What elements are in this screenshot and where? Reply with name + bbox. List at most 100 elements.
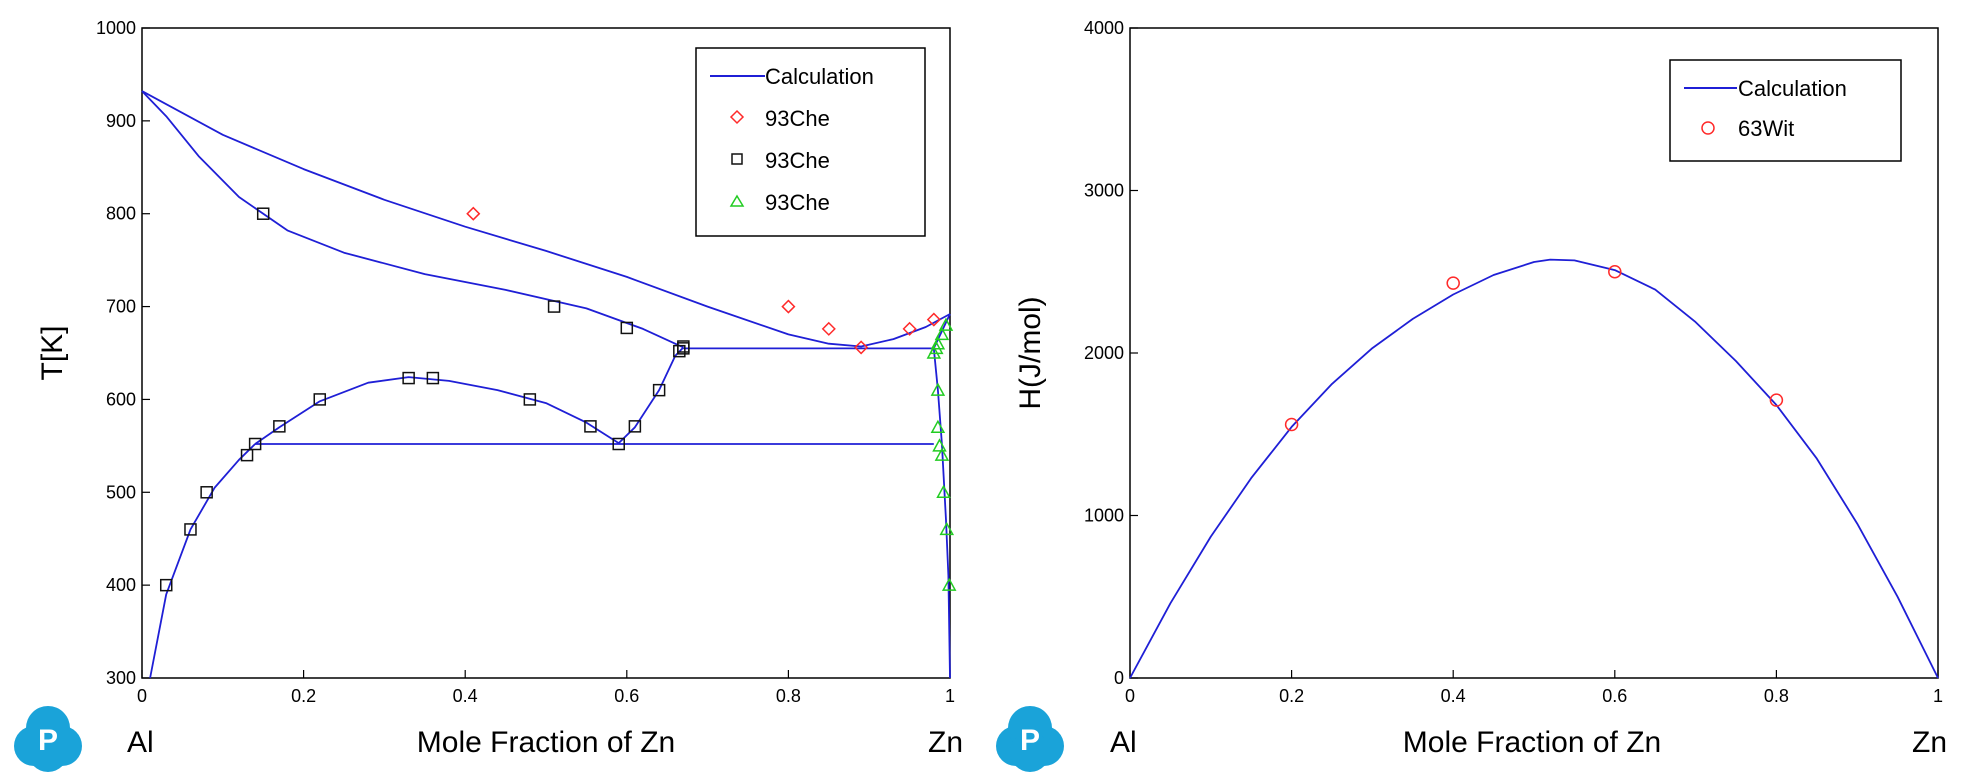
y-tick-label: 900 <box>106 111 136 131</box>
experimental-markers <box>159 206 957 592</box>
data-point-diamond <box>781 299 796 314</box>
data-point-square <box>426 371 440 385</box>
y-tick-label: 600 <box>106 389 136 409</box>
legend-triangle-swatch <box>729 194 745 207</box>
data-point-square <box>240 448 254 462</box>
data-point-square <box>677 340 690 353</box>
data-point-triangle <box>934 447 950 461</box>
data-point-diamond <box>821 321 836 336</box>
data-point-square <box>673 344 686 358</box>
data-point-triangle <box>941 577 957 591</box>
calculation-curve <box>618 346 685 444</box>
y-tick-label: 700 <box>106 297 136 317</box>
data-point-square <box>200 486 213 499</box>
data-point-square <box>273 420 286 433</box>
data-point-square <box>256 207 270 220</box>
data-point-square <box>620 321 634 335</box>
y-tick-label: 0 <box>1114 668 1124 688</box>
x-axis: 0 0.2 0.4 0.6 0.8 1 <box>1125 670 1943 706</box>
calculation-lines <box>141 90 951 679</box>
legend-entry-calculation: Calculation <box>765 64 874 89</box>
y-tick-label: 1000 <box>1084 506 1124 526</box>
x-tick-label: 0.2 <box>291 686 316 706</box>
y-axis: 0 1000 2000 3000 4000 <box>1084 18 1138 688</box>
data-point-circle <box>1608 265 1622 279</box>
data-point-square <box>612 437 625 451</box>
legend-square-swatch <box>731 153 743 165</box>
legend-box <box>695 47 926 237</box>
legend-entry-63wit: 63Wit <box>1738 116 1794 141</box>
x-tick-label: 0.6 <box>1602 686 1627 706</box>
x-tick-label: 1 <box>1933 686 1943 706</box>
data-point-triangle <box>939 521 955 536</box>
calculation-curve <box>254 376 620 445</box>
calculation-curve <box>149 443 256 679</box>
data-point-circle <box>1284 417 1299 432</box>
data-point-square <box>547 300 561 313</box>
data-point-triangle <box>938 317 954 331</box>
x-tick-label: 0.8 <box>776 686 801 706</box>
data-point-square <box>584 420 597 433</box>
y-tick-label: 1000 <box>96 18 136 38</box>
legend-entry-93che-diamond: 93Che <box>765 106 830 131</box>
data-point-triangle <box>929 340 944 355</box>
legend-entry-93che-triangle: 93Che <box>765 190 830 215</box>
data-point-triangle <box>930 419 946 434</box>
y-axis-label: T[K] <box>36 325 69 380</box>
data-point-circle <box>1769 393 1784 407</box>
data-point-diamond <box>902 321 917 336</box>
plot-frame <box>141 27 951 679</box>
data-point-triangle <box>932 438 947 452</box>
y-tick-label: 2000 <box>1084 343 1124 363</box>
legend-entry-93che-square: 93Che <box>765 148 830 173</box>
x-tick-label: 0 <box>1125 686 1135 706</box>
data-point-square <box>652 383 666 397</box>
legend-diamond-swatch <box>729 109 745 125</box>
y-axis: 300 400 500 600 700 800 900 1000 <box>96 18 150 688</box>
left-element-label: Al <box>1110 726 1137 759</box>
data-point-square <box>523 393 537 406</box>
legend-entry-calculation: Calculation <box>1738 76 1847 101</box>
calculation-curve <box>141 90 684 349</box>
data-point-square <box>313 393 327 406</box>
experimental-markers <box>1284 265 1784 432</box>
phase-diagram-panel: 300 400 500 600 700 800 900 1000 0 0.2 0.4 0.6 0.8 1… <box>14 18 963 772</box>
data-point-circle <box>1446 276 1460 290</box>
y-tick-label: 3000 <box>1084 181 1124 201</box>
x-tick-label: 0 <box>137 686 147 706</box>
calculation-curve <box>1129 258 1939 679</box>
y-tick-label: 4000 <box>1084 18 1124 38</box>
data-point-triangle <box>930 382 946 396</box>
logo-icon: P <box>996 706 1064 772</box>
legend-box <box>1669 59 1902 162</box>
calculation-curve <box>141 90 951 348</box>
x-tick-label: 0.8 <box>1764 686 1789 706</box>
x-tick-label: 0.4 <box>1441 686 1466 706</box>
data-point-triangle <box>934 326 950 341</box>
data-point-square <box>628 420 642 433</box>
calculation-curve <box>932 348 951 679</box>
data-point-square <box>402 371 415 385</box>
logo-icon: P <box>14 706 82 772</box>
y-tick-label: 800 <box>106 204 136 224</box>
legend-circle-swatch <box>1701 121 1715 135</box>
x-axis-label: Mole Fraction of Zn <box>417 726 675 759</box>
data-point-diamond <box>854 340 869 355</box>
x-axis-label: Mole Fraction of Zn <box>1403 726 1661 759</box>
enthalpy-panel: 0 1000 2000 3000 4000 0 0.2 0.4 0.6 0.8 1 H(J/mol… <box>996 18 1947 772</box>
right-element-label: Zn <box>928 726 963 759</box>
x-tick-label: 0.4 <box>453 686 478 706</box>
y-tick-label: 500 <box>106 482 136 502</box>
svg-text:P: P <box>1020 724 1040 757</box>
y-axis-label: H(J/mol) <box>1014 296 1047 409</box>
data-point-square <box>184 523 197 536</box>
data-point-diamond <box>926 312 941 327</box>
data-point-square <box>248 437 262 451</box>
x-tick-label: 0.2 <box>1279 686 1304 706</box>
y-tick-label: 400 <box>106 575 136 595</box>
data-point-square <box>159 578 173 592</box>
y-tick-label: 300 <box>106 668 136 688</box>
legend: Calculation 63Wit <box>1669 59 1902 162</box>
calculation-lines <box>1129 258 1939 679</box>
